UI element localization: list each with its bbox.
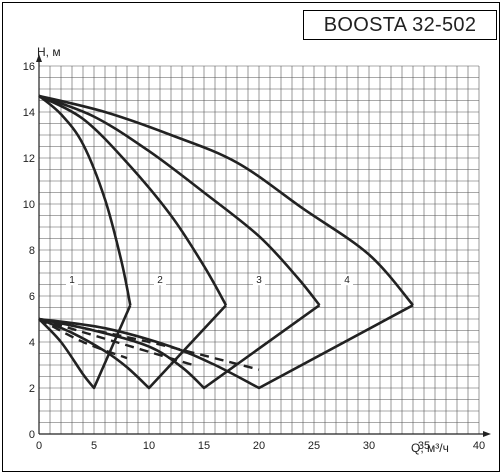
y-tick-labels: 0 2 4 6 8 10 12 14 16 — [23, 61, 35, 441]
y-tick-label: 2 — [29, 383, 35, 395]
x-tick-label: 25 — [308, 440, 320, 452]
y-tick-label: 4 — [29, 337, 35, 349]
min-curve-4 — [38, 304, 414, 390]
y-axis-arrow — [36, 54, 42, 62]
curves — [38, 94, 414, 390]
chart-frame — [2, 2, 500, 472]
curve-label-bg-3 — [253, 274, 265, 286]
x-tick-label: 40 — [473, 440, 485, 452]
min-curve-2 — [38, 304, 227, 390]
head-curve-1 — [38, 94, 132, 306]
x-tick-label: 20 — [253, 440, 265, 452]
x-tick-label: 5 — [91, 440, 97, 452]
curve-label-bg-2 — [154, 274, 166, 286]
y-tick-label: 0 — [29, 429, 35, 441]
head-curve-3 — [38, 94, 321, 307]
y-tick-label: 10 — [23, 199, 35, 211]
x-tick-label: 15 — [198, 440, 210, 452]
curve-label-bg-1 — [66, 274, 78, 286]
x-axis-arrow — [483, 431, 491, 437]
curve-label-3: 3 — [256, 275, 262, 286]
curve-label-4: 4 — [344, 275, 350, 286]
curve-label-2: 2 — [157, 275, 163, 286]
dashed-curve-2 — [38, 317, 194, 367]
dashed-curve-3 — [38, 317, 260, 371]
x-tick-labels: 0 5 10 15 20 25 30 35 40 — [36, 440, 485, 452]
y-tick-label: 16 — [23, 61, 35, 73]
head-curve-4 — [38, 94, 414, 307]
min-curve-1 — [38, 304, 132, 390]
curve-label-bg-4 — [341, 274, 353, 286]
y-tick-label: 8 — [29, 245, 35, 257]
x-tick-label: 0 — [36, 440, 42, 452]
min-curve-3 — [38, 304, 321, 390]
x-tick-label: 30 — [363, 440, 375, 452]
x-tick-label: 10 — [143, 440, 155, 452]
chart-title: BOOSTA 32-502 — [303, 10, 497, 40]
axes — [36, 54, 491, 437]
x-axis-label: Q, м³/ч — [411, 441, 449, 455]
y-axis-label: H, м — [37, 45, 61, 59]
curve-label-1: 1 — [69, 275, 75, 286]
y-tick-label: 12 — [23, 153, 35, 165]
dashed-curve-1 — [38, 317, 128, 360]
y-tick-label: 6 — [29, 291, 35, 303]
curve-labels: 1 2 3 4 — [66, 274, 353, 286]
x-tick-label: 35 — [418, 440, 430, 452]
head-curve-2 — [38, 94, 228, 306]
y-tick-label: 14 — [23, 107, 35, 119]
